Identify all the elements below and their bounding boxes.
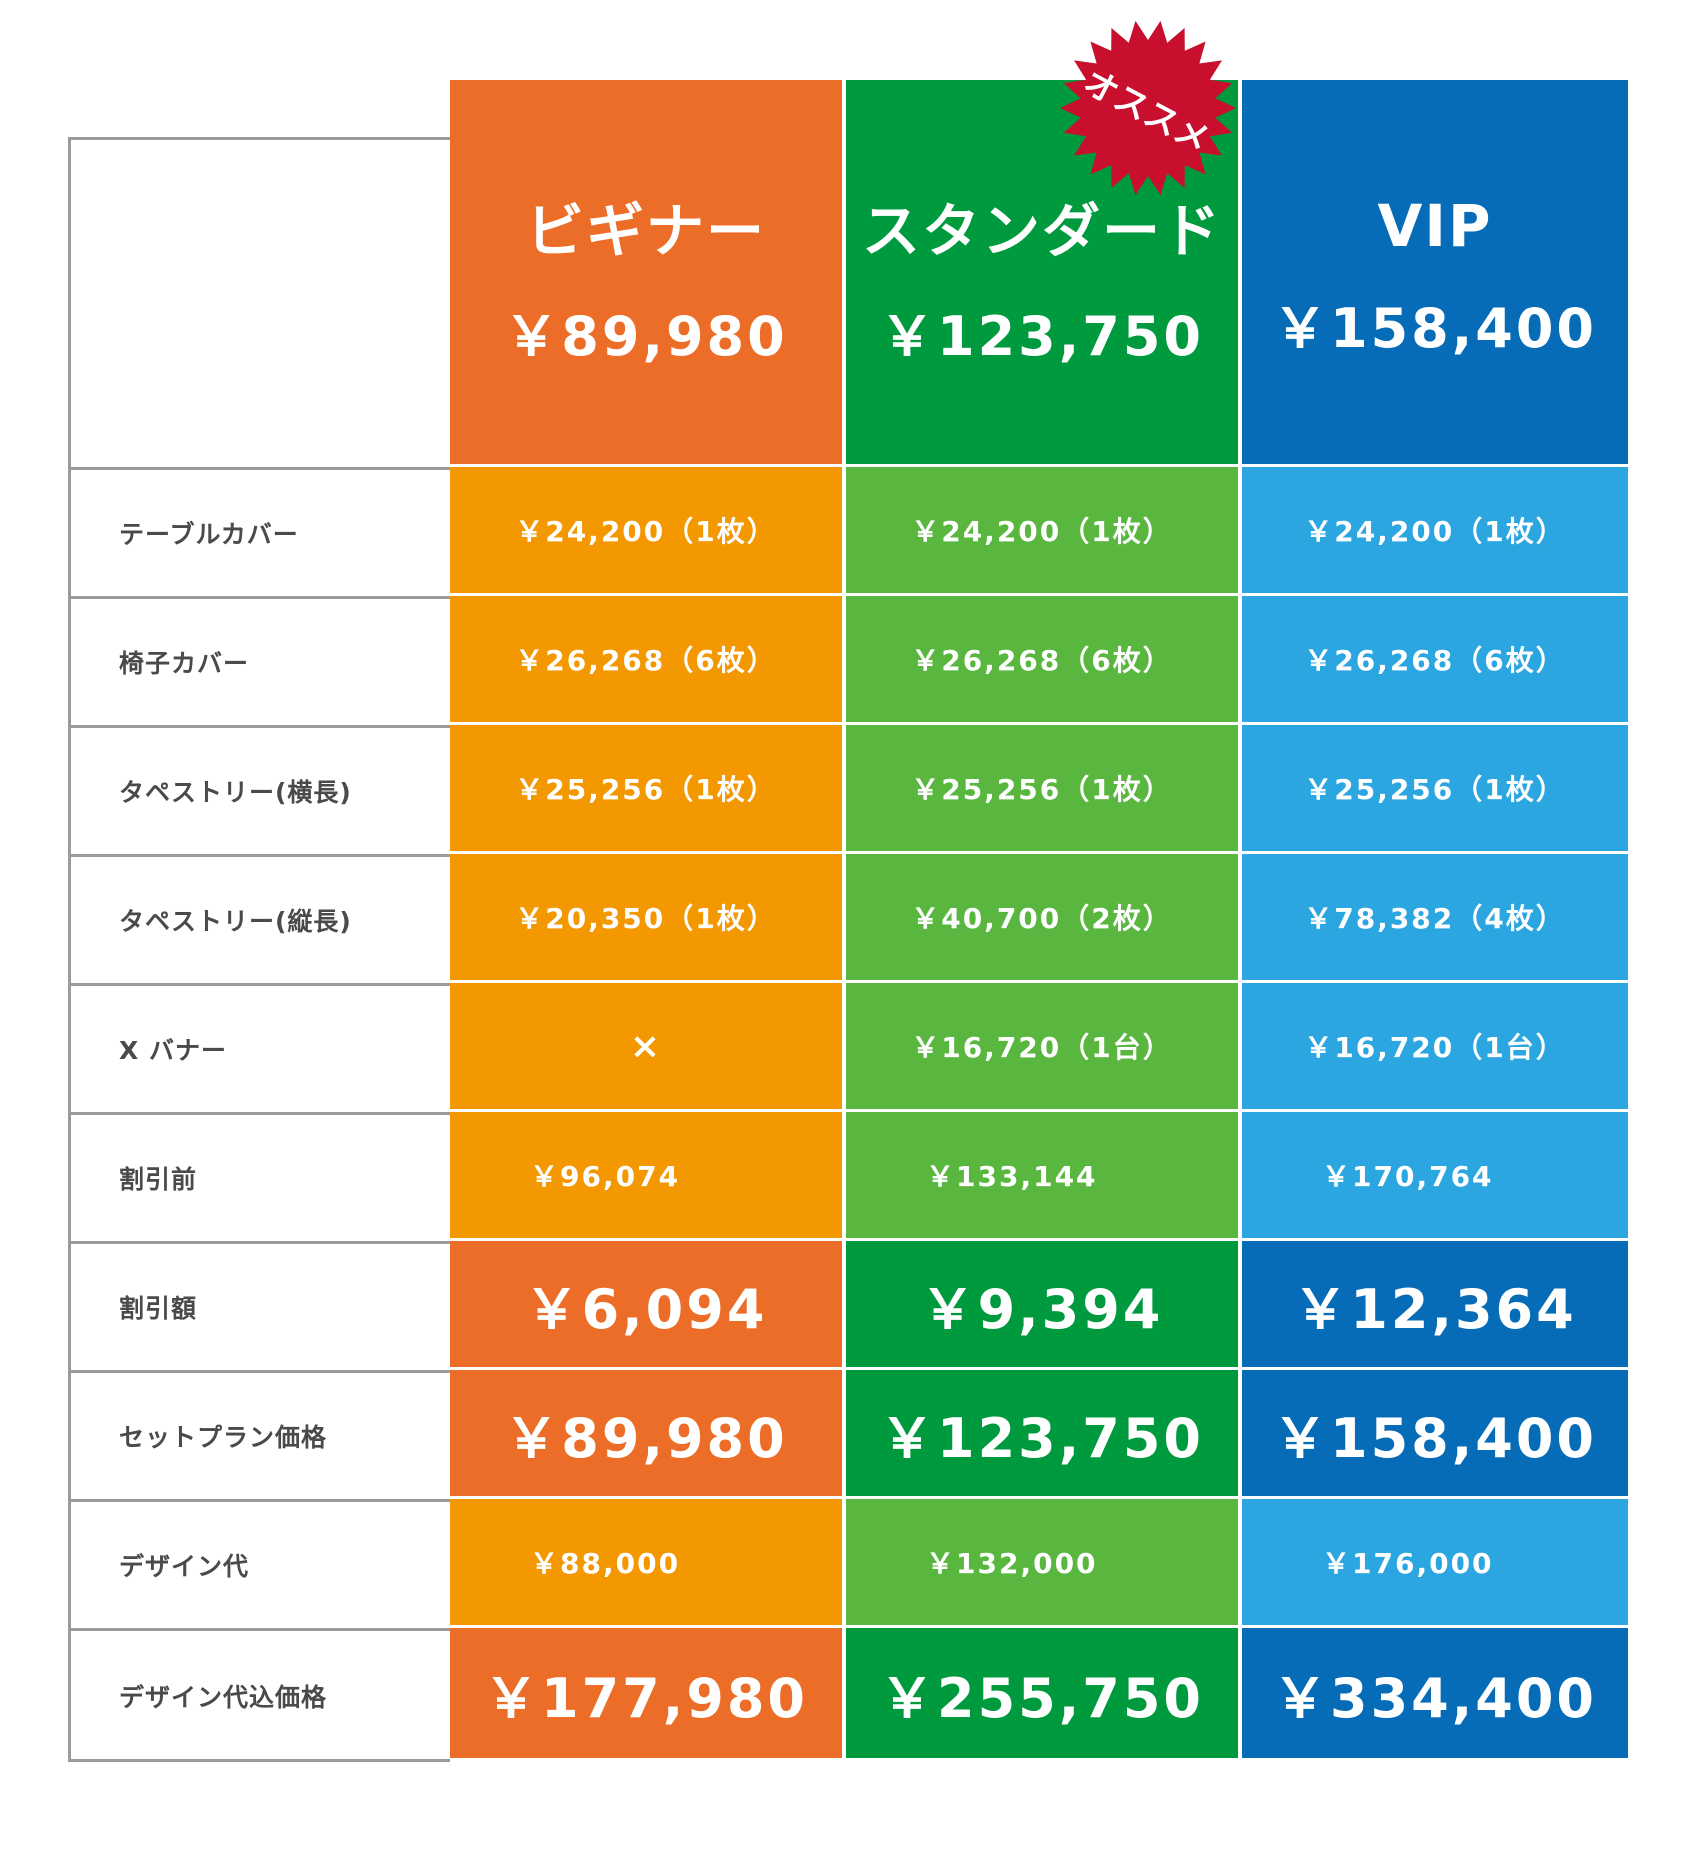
cell-table-cover: ￥24,200（1枚） bbox=[846, 467, 1238, 593]
plan-price: ￥158,400 bbox=[1273, 296, 1597, 360]
cell-tapestry-landscape: ￥25,256（1枚） bbox=[1242, 725, 1628, 851]
cell-design-fee: ￥176,000 bbox=[1242, 1499, 1628, 1625]
row-label-table-cover: テーブルカバー bbox=[71, 470, 450, 599]
row-label-tapestry-landscape: タペストリー(横長) bbox=[71, 728, 450, 857]
plan-column-beginner: ビギナー ￥89,980 ￥24,200（1枚） ￥26,268（6枚） ￥25… bbox=[450, 80, 842, 1758]
plan-price: ￥123,750 bbox=[880, 304, 1204, 368]
plan-name: VIP bbox=[1377, 191, 1493, 260]
cell-x-banner-unavailable: × bbox=[450, 983, 842, 1109]
cell-tapestry-portrait: ￥78,382（4枚） bbox=[1242, 854, 1628, 980]
cell-set-price: ￥123,750 bbox=[846, 1370, 1238, 1496]
row-label-total-with-design: デザイン代込価格 bbox=[119, 1682, 328, 1712]
row-label-x-banner: X バナー bbox=[71, 986, 450, 1115]
plan-name: ビギナー bbox=[525, 196, 766, 265]
cell-before-discount: ￥96,074 bbox=[450, 1112, 842, 1238]
row-label-chair-cover: 椅子カバー bbox=[71, 599, 450, 728]
row-label-design-fee: デザイン代 bbox=[71, 1502, 450, 1631]
cell-x-banner: ￥16,720（1台） bbox=[846, 983, 1238, 1109]
row-labels-column: テーブルカバー 椅子カバー タペストリー(横長) タペストリー(縦長) X バナ… bbox=[68, 137, 450, 1762]
cell-chair-cover: ￥26,268（6枚） bbox=[846, 596, 1238, 722]
starburst-icon bbox=[1060, 20, 1236, 196]
cell-discount-amount: ￥12,364 bbox=[1242, 1241, 1628, 1367]
label-header-blank bbox=[71, 140, 450, 470]
cell-tapestry-portrait: ￥40,700（2枚） bbox=[846, 854, 1238, 980]
row-label-before-discount: 割引前 bbox=[71, 1115, 450, 1244]
plan-header-vip: VIP ￥158,400 bbox=[1242, 80, 1628, 464]
plan-price: ￥89,980 bbox=[504, 304, 788, 368]
row-label-tapestry-portrait: タペストリー(縦長) bbox=[71, 857, 450, 986]
plan-column-vip: VIP ￥158,400 ￥24,200（1枚） ￥26,268（6枚） ￥25… bbox=[1242, 80, 1628, 1758]
cell-tapestry-portrait: ￥20,350（1枚） bbox=[450, 854, 842, 980]
cell-design-fee: ￥88,000 bbox=[450, 1499, 842, 1625]
recommended-badge: オススメ bbox=[1058, 18, 1238, 198]
cell-total-with-design: ￥177,980 bbox=[450, 1628, 842, 1758]
cell-design-fee: ￥132,000 bbox=[846, 1499, 1238, 1625]
plan-column-standard: スタンダード ￥123,750 ￥24,200（1枚） ￥26,268（6枚） … bbox=[846, 80, 1238, 1758]
cell-before-discount: ￥133,144 bbox=[846, 1112, 1238, 1238]
plan-header-beginner: ビギナー ￥89,980 bbox=[450, 80, 842, 464]
cell-total-with-design: ￥334,400 bbox=[1242, 1628, 1628, 1758]
cell-total-with-design: ￥255,750 bbox=[846, 1628, 1238, 1758]
row-label-discount-amount: 割引額 bbox=[71, 1244, 450, 1373]
cell-discount-amount: ￥9,394 bbox=[846, 1241, 1238, 1367]
cell-x-banner: ￥16,720（1台） bbox=[1242, 983, 1628, 1109]
cell-chair-cover: ￥26,268（6枚） bbox=[1242, 596, 1628, 722]
cell-set-price: ￥89,980 bbox=[450, 1370, 842, 1496]
cell-tapestry-landscape: ￥25,256（1枚） bbox=[846, 725, 1238, 851]
cell-chair-cover: ￥26,268（6枚） bbox=[450, 596, 842, 722]
cell-set-price: ￥158,400 bbox=[1242, 1370, 1628, 1496]
cell-discount-amount: ￥6,094 bbox=[450, 1241, 842, 1367]
cell-tapestry-landscape: ￥25,256（1枚） bbox=[450, 725, 842, 851]
cell-before-discount: ￥170,764 bbox=[1242, 1112, 1628, 1238]
row-label-set-price: セットプラン価格 bbox=[71, 1373, 450, 1502]
plan-name: スタンダード bbox=[861, 196, 1222, 265]
cell-table-cover: ￥24,200（1枚） bbox=[450, 467, 842, 593]
cell-table-cover: ￥24,200（1枚） bbox=[1242, 467, 1628, 593]
